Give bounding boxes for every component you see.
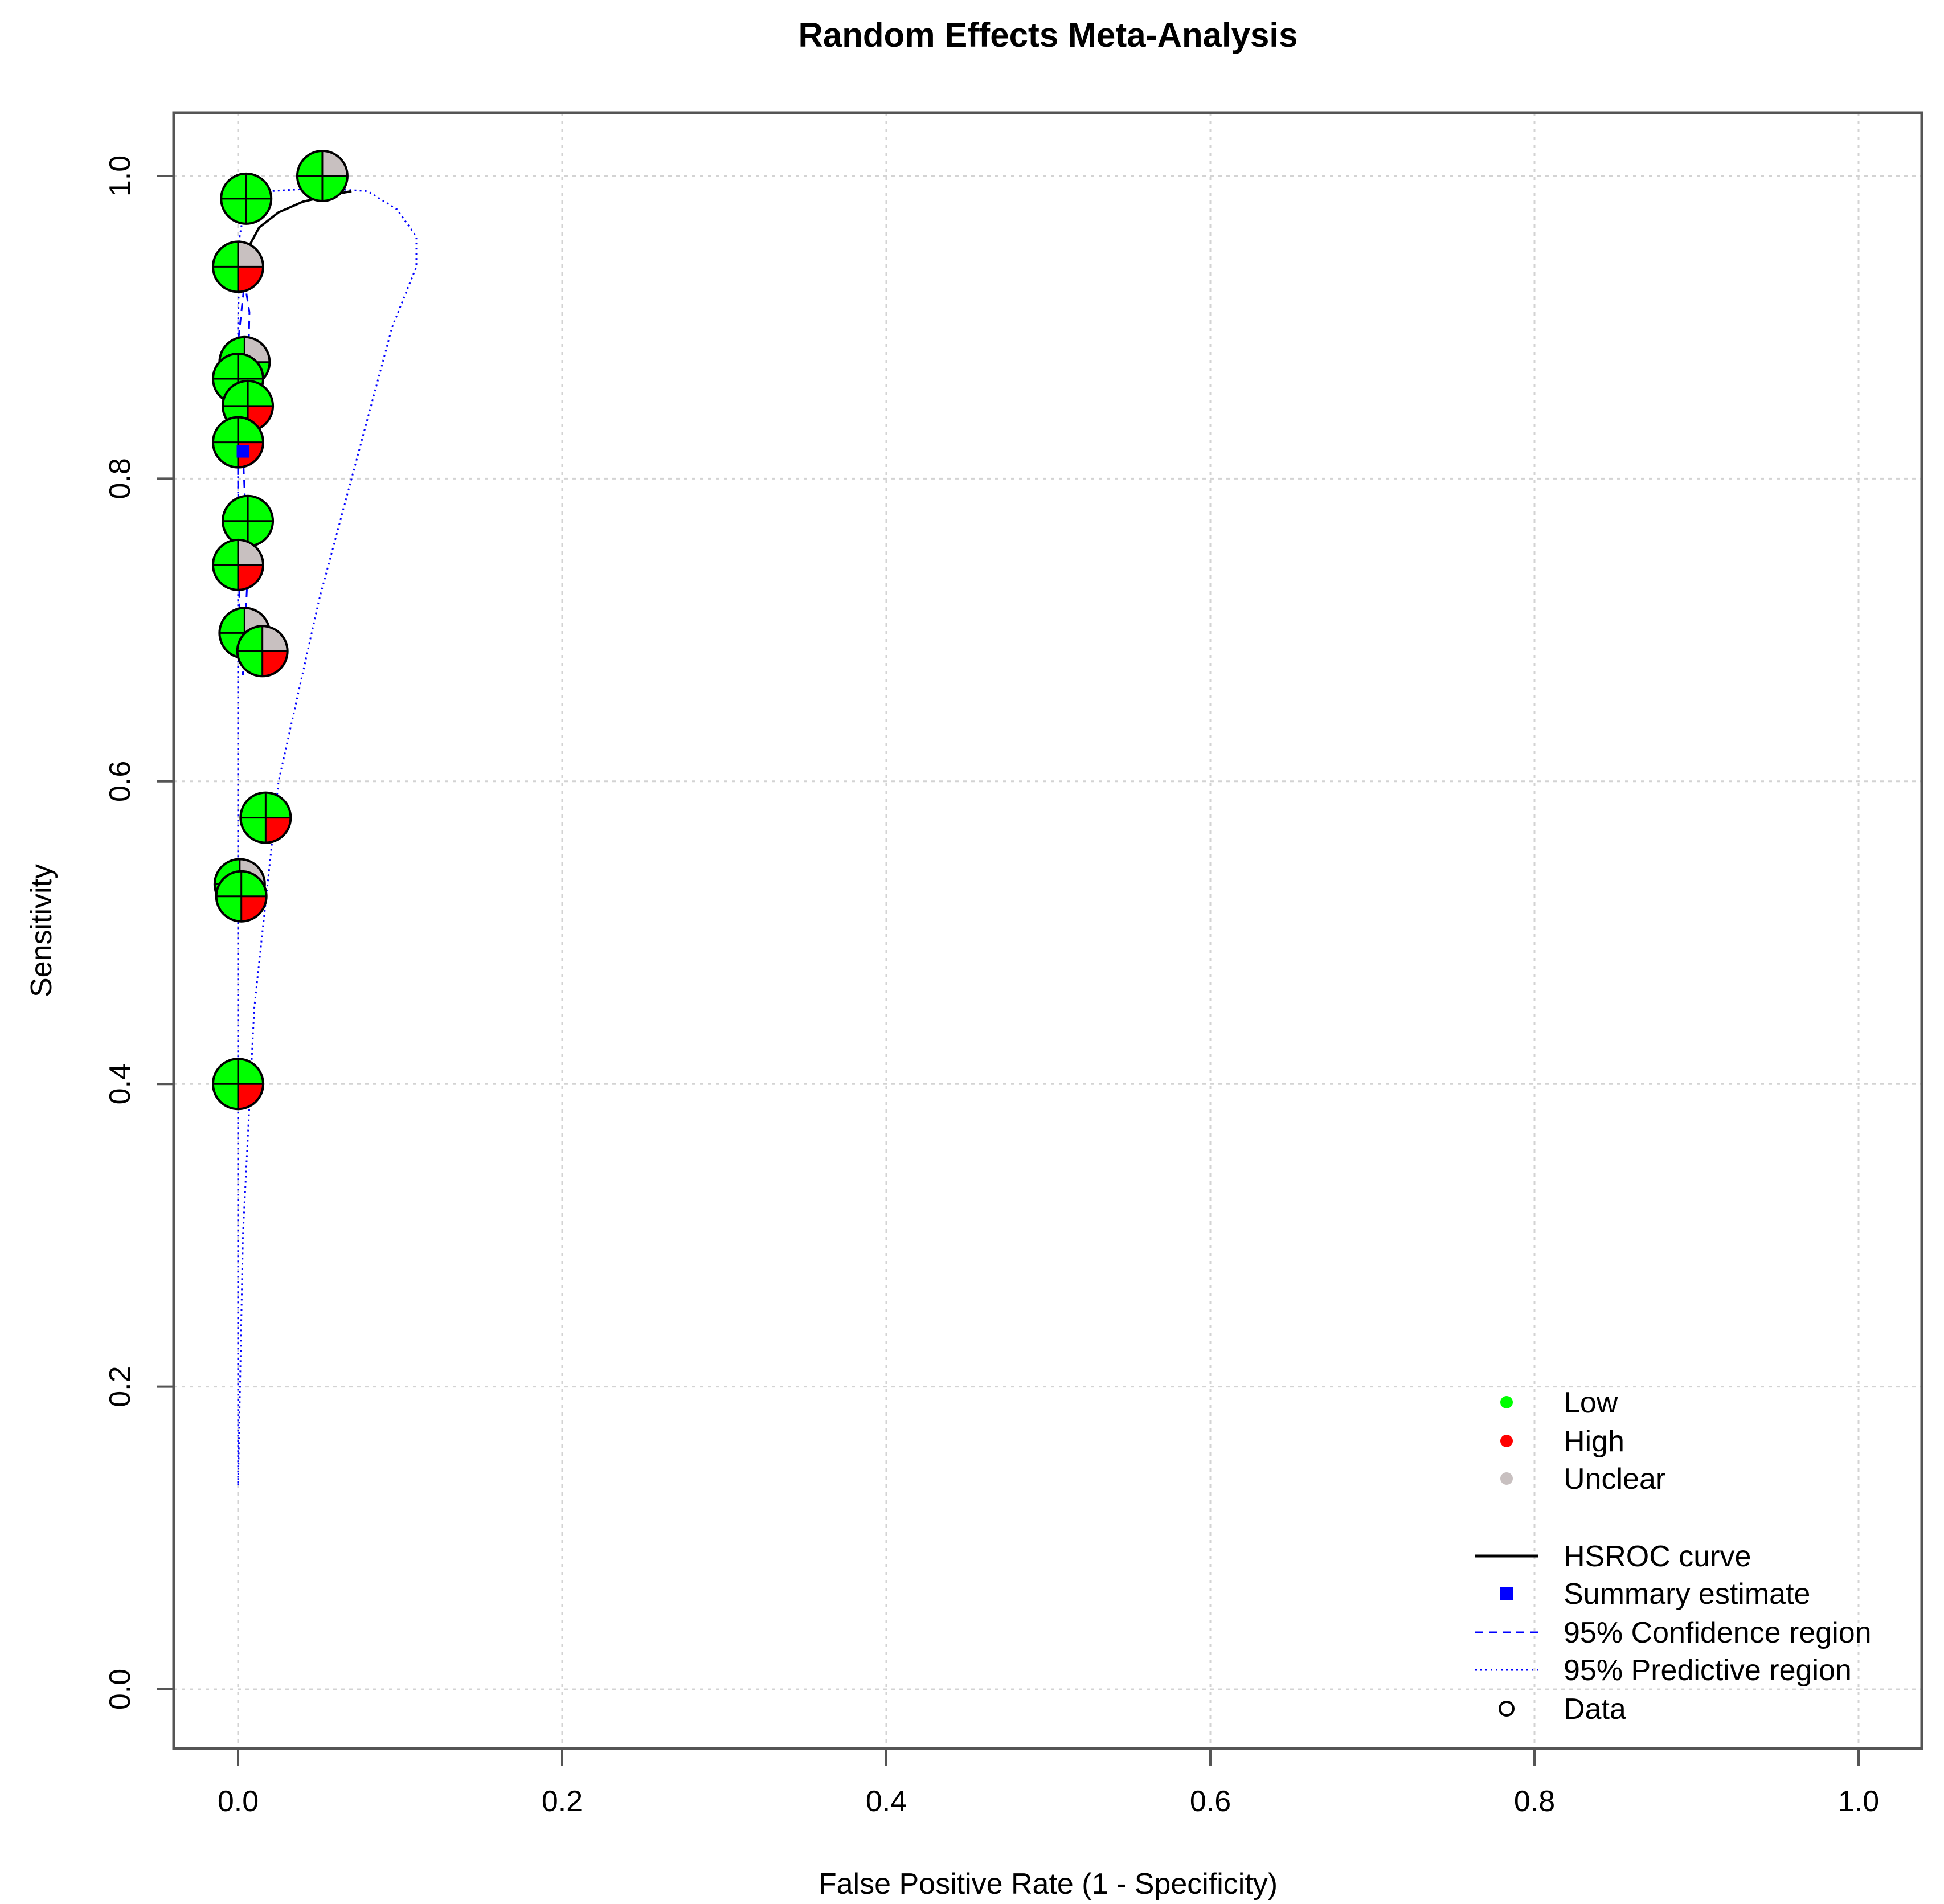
study-point-quadrant (322, 176, 347, 201)
y-tick-label: 1.0 (104, 155, 137, 196)
y-axis: 0.0 0.2 0.4 0.6 0.8 1.0 (104, 155, 174, 1710)
study-point (215, 870, 268, 923)
legend-label-low: Low (1564, 1386, 1618, 1419)
study-point-quadrant (238, 564, 263, 590)
study-points (212, 150, 349, 1111)
y-axis-label: Sensitivity (25, 864, 58, 997)
legend-symbol-summary (1500, 1587, 1513, 1600)
legend: Low High Unclear HSROC curve Summary estimat… (1475, 1386, 1872, 1726)
study-point-quadrant (238, 539, 263, 565)
summary-estimate (236, 445, 249, 458)
grid (174, 113, 1922, 1749)
study-point-quadrant (238, 1059, 263, 1084)
study-point-quadrant (216, 871, 242, 896)
study-point-quadrant (248, 380, 273, 406)
study-point (239, 791, 292, 844)
x-tick-label: 0.4 (866, 1785, 907, 1818)
x-tick-label: 0.2 (542, 1785, 583, 1818)
legend-label-unclear: Unclear (1564, 1463, 1665, 1496)
legend-label: Summary estimate (1564, 1578, 1810, 1611)
study-point-quadrant (213, 1059, 238, 1084)
study-point (212, 1058, 264, 1111)
predictive-region-line (237, 187, 418, 1485)
study-point-quadrant (265, 792, 291, 818)
study-point-quadrant (246, 198, 272, 224)
study-point (212, 538, 264, 591)
study-point-quadrant (248, 496, 273, 521)
study-point (212, 416, 264, 469)
study-point (220, 172, 273, 225)
y-tick-label: 0.8 (104, 458, 137, 499)
study-point-quadrant (238, 354, 263, 379)
study-point-quadrant (238, 1084, 263, 1109)
chart-title: Random Effects Meta-Analysis (799, 16, 1298, 54)
study-point-quadrant (262, 651, 288, 677)
summary-estimate-marker (236, 445, 249, 458)
study-point-quadrant (237, 651, 263, 677)
study-point (236, 625, 289, 678)
study-point-quadrant (322, 151, 347, 176)
study-point (296, 150, 349, 202)
y-tick-label: 0.4 (104, 1063, 137, 1104)
x-axis: 0.0 0.2 0.4 0.6 0.8 1.0 (218, 1749, 1879, 1818)
study-point-quadrant (265, 817, 291, 843)
study-point-quadrant (213, 417, 238, 443)
x-axis-label: False Positive Rate (1 - Specificity) (818, 1868, 1278, 1901)
study-point-quadrant (297, 176, 322, 201)
study-point-quadrant (262, 626, 288, 652)
study-point-quadrant (213, 267, 238, 292)
study-point-quadrant (248, 521, 273, 546)
x-tick-label: 0.6 (1190, 1785, 1231, 1818)
study-point-quadrant (213, 442, 238, 468)
study-point-quadrant (244, 337, 270, 362)
y-tick-label: 0.2 (104, 1366, 137, 1407)
study-point (222, 379, 275, 432)
study-point-quadrant (238, 267, 263, 292)
y-tick-label: 0.0 (104, 1669, 137, 1710)
predictive-region (237, 187, 418, 1485)
study-point-quadrant (246, 173, 272, 199)
legend-label: HSROC curve (1564, 1540, 1751, 1573)
study-point-quadrant (223, 380, 248, 406)
study-point-quadrant (297, 151, 322, 176)
legend-symbol-data (1499, 1701, 1515, 1717)
study-point-quadrant (213, 1084, 238, 1109)
legend-label: 95% Predictive region (1564, 1654, 1852, 1687)
study-point-quadrant (238, 417, 263, 443)
study-point-quadrant (238, 241, 263, 267)
study-point-quadrant (213, 354, 238, 379)
study-point (218, 607, 271, 660)
study-point-quadrant (213, 539, 238, 565)
study-point (222, 494, 275, 547)
legend-label-high: High (1564, 1425, 1624, 1458)
x-tick-label: 0.8 (1514, 1785, 1555, 1818)
study-point-quadrant (221, 198, 247, 224)
study-point-quadrant (223, 496, 248, 521)
legend-symbol-unclear (1500, 1472, 1513, 1485)
study-point-quadrant (213, 241, 238, 267)
y-tick-label: 0.6 (104, 761, 137, 802)
study-point-quadrant (221, 173, 247, 199)
legend-label: 95% Confidence region (1564, 1616, 1872, 1649)
study-point-quadrant (241, 871, 267, 896)
study-point-quadrant (216, 896, 242, 922)
legend-symbol-low (1500, 1396, 1513, 1408)
x-tick-label: 1.0 (1838, 1785, 1879, 1818)
study-point (212, 240, 264, 293)
study-point-quadrant (240, 792, 266, 818)
x-tick-label: 0.0 (218, 1785, 259, 1818)
study-point-quadrant (237, 626, 263, 652)
study-point-quadrant (241, 896, 267, 922)
legend-label: Data (1564, 1693, 1626, 1726)
legend-symbol-high (1500, 1435, 1513, 1447)
study-point-quadrant (219, 608, 245, 633)
study-point-quadrant (240, 817, 266, 843)
plot-frame (172, 111, 1923, 1750)
study-point-quadrant (213, 564, 238, 590)
